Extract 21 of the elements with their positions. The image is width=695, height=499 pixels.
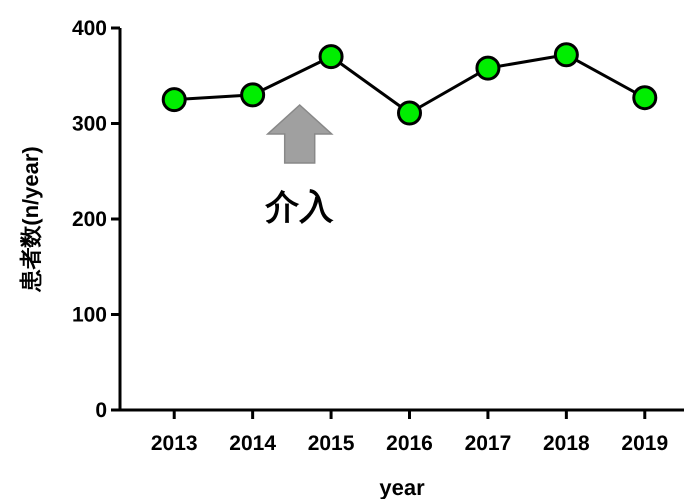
point — [632, 85, 658, 110]
x-tick-label: 2017 — [464, 432, 512, 455]
point — [475, 56, 500, 81]
x-tick-label: 2016 — [386, 432, 433, 455]
y-tick-label: 400 — [72, 17, 107, 40]
point — [554, 42, 579, 68]
point — [162, 87, 187, 112]
y-tick-label: 0 — [95, 399, 107, 422]
point — [318, 44, 344, 70]
y-tick-label: 300 — [72, 112, 107, 136]
y-axis-title: 患者数(n/year) — [18, 146, 43, 293]
point — [240, 82, 266, 108]
y-tick-label: 200 — [72, 208, 107, 231]
point — [397, 100, 422, 126]
annotation: 介入 — [264, 188, 335, 226]
y-tick-label: 100 — [72, 304, 107, 326]
x-tick-label: 2013 — [150, 432, 198, 455]
x-tick-label: 2018 — [543, 432, 590, 455]
x-tick-label: 2014 — [229, 432, 276, 455]
x-tick-label: 2019 — [621, 432, 668, 455]
x-tick-label: 2015 — [308, 432, 355, 455]
